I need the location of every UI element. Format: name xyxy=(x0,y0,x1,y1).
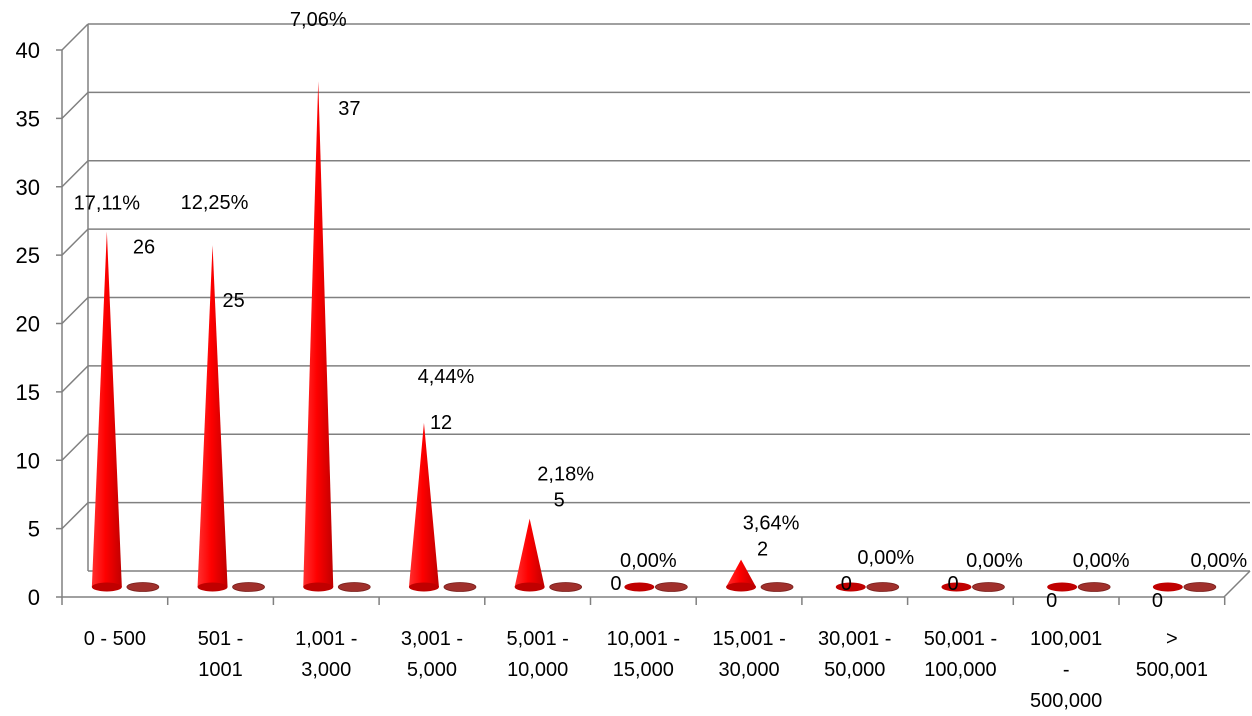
floor-right-edge xyxy=(1223,570,1251,598)
percent-label: 4,44% xyxy=(418,366,475,388)
percent-label: 0,00% xyxy=(966,550,1023,572)
percent-disc-mark xyxy=(1077,582,1111,592)
x-category-label: 501 -1001 xyxy=(198,628,244,681)
percent-disc-mark xyxy=(866,582,900,592)
cone-base xyxy=(303,582,334,592)
percent-disc-mark xyxy=(1183,582,1217,592)
y-tick-label: 25 xyxy=(16,243,40,268)
gridline-diag xyxy=(61,502,89,530)
cone-mark xyxy=(197,245,228,587)
percent-label: 0,00% xyxy=(1190,550,1247,572)
cone-mark-zero xyxy=(624,582,655,592)
percent-label: 0,00% xyxy=(1073,550,1130,572)
gridline-diag xyxy=(61,433,89,461)
y-tick-label: 15 xyxy=(16,380,40,405)
x-category-label: 50,001 -100,000 xyxy=(924,628,997,681)
gridline-diag xyxy=(61,91,89,119)
y-tick-label: 0 xyxy=(28,585,40,610)
percent-label: 12,25% xyxy=(181,192,249,214)
value-label: 26 xyxy=(133,236,155,258)
value-label: 25 xyxy=(223,290,245,312)
cone-mark-zero xyxy=(835,582,866,592)
cone-mark xyxy=(303,81,334,588)
percent-label: 7,06% xyxy=(290,9,347,31)
cone-mark-zero xyxy=(1047,582,1078,592)
y-tick-label: 40 xyxy=(16,38,40,63)
x-category-label: 3,001 -5,000 xyxy=(401,628,463,681)
y-tick-labels: 0 5 10 15 20 25 30 35 40 xyxy=(16,38,40,610)
cone-mark xyxy=(408,422,439,587)
gridline-diag xyxy=(61,160,89,188)
gridline-diag xyxy=(61,365,89,393)
gridline-diag xyxy=(61,296,89,325)
value-label: 0 xyxy=(1046,590,1057,612)
percent-disc-mark xyxy=(232,582,265,592)
value-label: 0 xyxy=(947,573,958,595)
y-tick-label: 5 xyxy=(28,517,40,542)
percent-disc-mark xyxy=(337,582,371,592)
percent-label: 17,11% xyxy=(74,192,141,214)
percent-label: 3,64% xyxy=(743,513,800,535)
value-label: 2 xyxy=(757,539,768,561)
percent-label: 2,18% xyxy=(537,464,594,486)
percent-label: 0,00% xyxy=(620,550,677,572)
value-label: 0 xyxy=(841,573,852,595)
x-category-label: 15,001 -30,000 xyxy=(712,628,785,681)
value-label: 37 xyxy=(338,98,360,120)
gridline-diag xyxy=(61,23,89,51)
percent-disc-mark xyxy=(443,582,477,592)
x-category-labels: 0 - 500 501 -1001 1,001 -3,000 3,001 -5,000… xyxy=(84,628,1208,712)
cone-mark-zero xyxy=(941,582,972,592)
value-label: 0 xyxy=(610,573,621,595)
percent-disc-mark xyxy=(760,582,794,592)
gridlines xyxy=(61,23,1250,530)
x-category-label: >500,001 xyxy=(1136,628,1208,681)
x-category-label: 5,001 -10,000 xyxy=(507,628,569,681)
cone-marks xyxy=(91,81,1217,592)
x-category-label: 0 - 500 xyxy=(84,628,146,650)
cone-base xyxy=(726,582,757,592)
cone-base xyxy=(408,582,439,592)
y-tick-label: 10 xyxy=(16,448,40,473)
y-tick-label: 20 xyxy=(16,312,40,337)
cone-mark xyxy=(514,518,545,587)
percent-disc-mark xyxy=(126,582,160,592)
percent-label: 0,00% xyxy=(857,547,914,569)
percent-disc-mark xyxy=(549,582,583,592)
percent-disc-mark xyxy=(972,582,1005,592)
cone-mark xyxy=(91,231,122,587)
x-category-label: 30,001 -50,000 xyxy=(818,628,891,681)
y-tick-label: 35 xyxy=(16,106,40,131)
y-tick-label: 30 xyxy=(16,175,40,200)
x-category-label: 10,001 -15,000 xyxy=(607,628,680,681)
value-label: 12 xyxy=(430,412,452,434)
data-labels: 2617,11%2512,25%377,06%124,44%52,18%00,0… xyxy=(74,9,1248,612)
cone-mark xyxy=(726,559,757,587)
cone-base xyxy=(91,582,122,592)
x-category-label: 1,001 -3,000 xyxy=(295,628,357,681)
cone-mark-zero xyxy=(1152,582,1183,592)
value-label: 5 xyxy=(554,490,565,512)
percent-disc-mark xyxy=(654,582,688,592)
cone-base xyxy=(197,582,228,592)
x-category-label: 100,001 -500,000 xyxy=(1030,628,1102,712)
gridline-diag xyxy=(61,228,89,256)
cone-base xyxy=(514,582,545,592)
axes xyxy=(56,24,1251,605)
value-label: 0 xyxy=(1152,590,1163,612)
